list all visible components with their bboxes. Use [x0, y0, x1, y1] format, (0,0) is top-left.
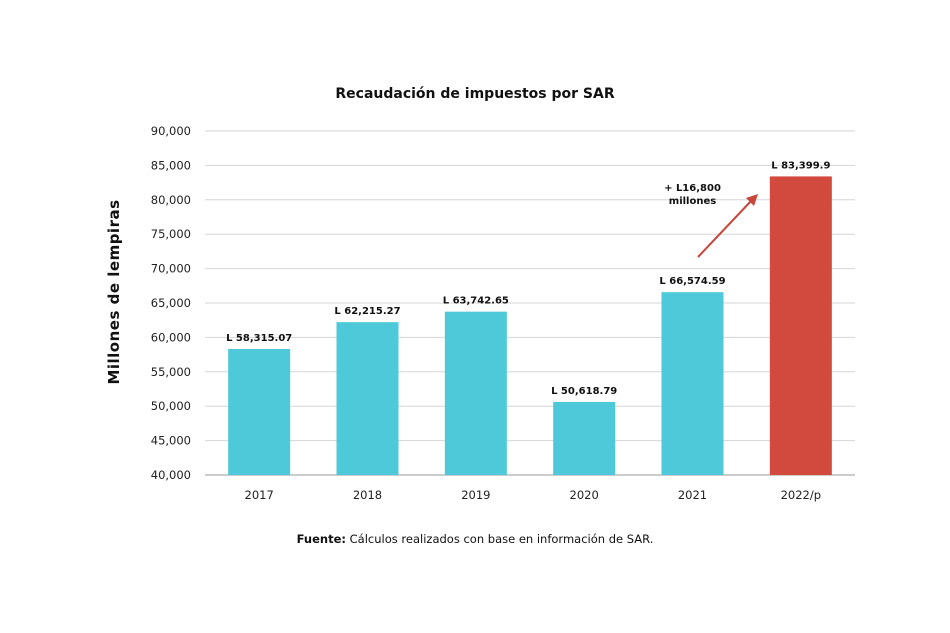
- bar-2021: [661, 292, 724, 475]
- x-tick-label: 2020: [570, 488, 599, 502]
- y-tick-label: 60,000: [151, 330, 191, 344]
- growth-arrow-line: [697, 199, 753, 258]
- y-tick-label: 80,000: [151, 193, 191, 207]
- x-tick-label: 2019: [461, 488, 490, 502]
- data-label: L 58,315.07: [226, 333, 292, 344]
- x-tick-label: 2021: [678, 488, 707, 502]
- y-tick-label: 65,000: [151, 296, 191, 310]
- data-label: L 63,742.65: [443, 296, 509, 307]
- growth-arrow-head: [746, 194, 758, 206]
- annotation-line2: millones: [668, 196, 717, 207]
- y-tick-label: 85,000: [151, 158, 191, 172]
- y-tick-label: 55,000: [151, 365, 191, 379]
- x-tick-label: 2022/p: [781, 488, 821, 502]
- bar-2018: [336, 322, 399, 475]
- source-text: Cálculos realizados con base en informac…: [346, 532, 654, 546]
- x-tick-label: 2017: [245, 488, 274, 502]
- y-tick-label: 50,000: [151, 399, 191, 413]
- bar-2020: [553, 401, 616, 475]
- y-tick-label: 90,000: [151, 124, 191, 138]
- source-label: Fuente:: [296, 532, 346, 546]
- chart-title: Recaudación de impuestos por SAR: [335, 86, 615, 102]
- y-tick-label: 40,000: [151, 468, 191, 482]
- data-label: L 50,618.79: [551, 386, 617, 397]
- data-label: L 62,215.27: [334, 306, 400, 317]
- growth-annotation: + L16,800 millones: [650, 182, 735, 208]
- source-note: Fuente: Cálculos realizados con base en …: [0, 532, 950, 546]
- data-label: L 83,399.9: [771, 160, 830, 171]
- annotation-line1: + L16,800: [664, 183, 721, 194]
- x-tick-label: 2018: [353, 488, 382, 502]
- bar-2022-p: [769, 176, 832, 475]
- y-tick-label: 75,000: [151, 227, 191, 241]
- data-label: L 66,574.59: [659, 276, 725, 287]
- bar-2019: [444, 311, 507, 475]
- y-tick-label: 45,000: [151, 434, 191, 448]
- bar-2017: [228, 348, 291, 475]
- y-tick-label: 70,000: [151, 262, 191, 276]
